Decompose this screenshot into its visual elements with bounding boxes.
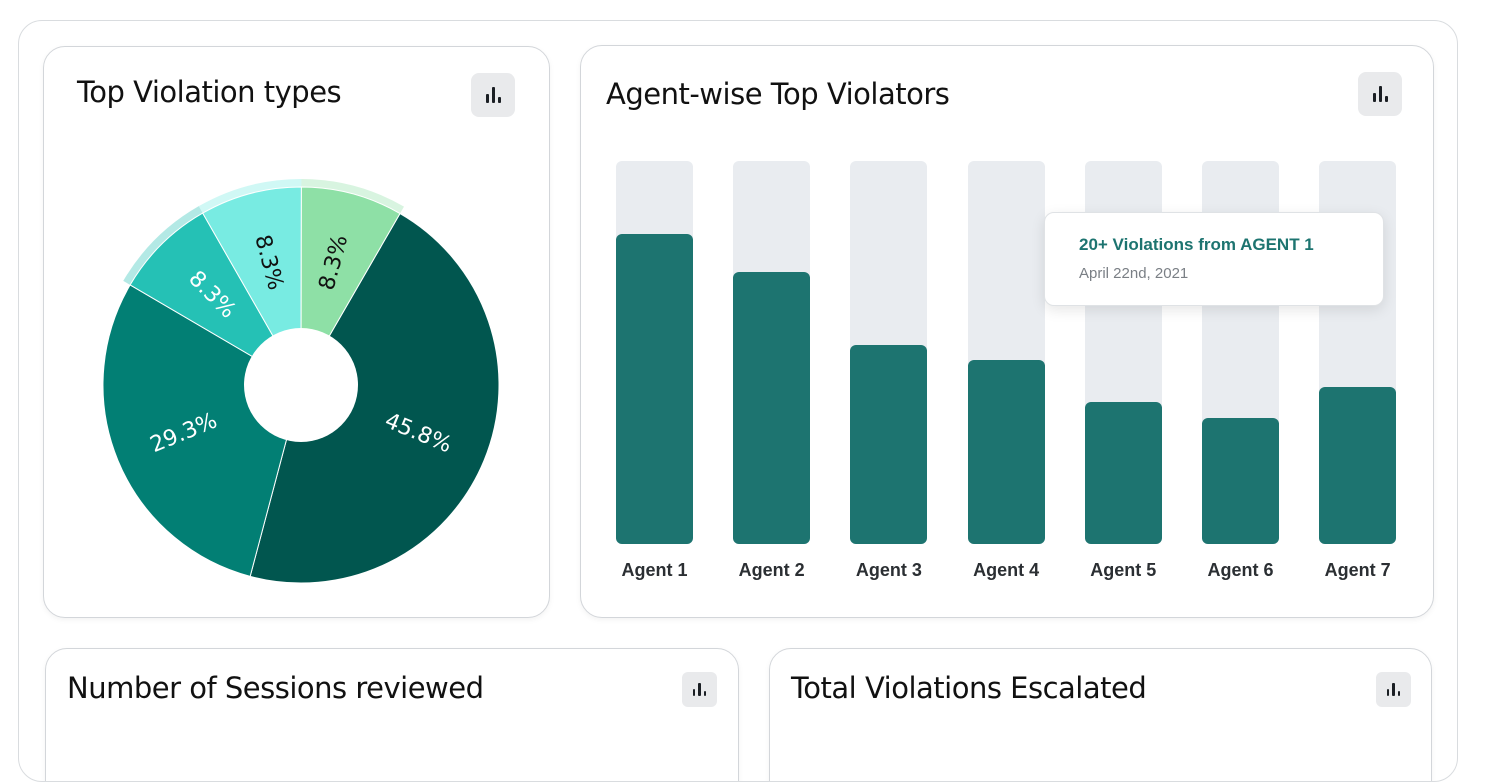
chart-tooltip: 20+ Violations from AGENT 1 April 22nd, …: [1044, 212, 1384, 306]
bar[interactable]: [616, 233, 693, 544]
bar-category-label: Agent 6: [1207, 560, 1274, 580]
bar-category-label: Agent 4: [973, 560, 1040, 580]
violation-types-chart-toggle[interactable]: [471, 73, 515, 117]
agent-violators-card: Agent-wise Top Violators Agent 1 Agent 2 A…: [580, 45, 1434, 618]
violation-types-pie-chart: 45.8%29.3%8.3%8.3% 8.3%: [102, 179, 500, 584]
bar[interactable]: [1202, 417, 1279, 544]
bar-chart-icon: [485, 87, 501, 103]
bar-track: [850, 161, 928, 544]
pie-center-hole: [244, 328, 358, 442]
sessions-reviewed-title: Number of Sessions reviewed: [67, 671, 484, 705]
violations-escalated-chart-toggle[interactable]: [1376, 672, 1411, 707]
bar[interactable]: [967, 360, 1045, 544]
bar-chart-icon: [1386, 683, 1401, 696]
bar[interactable]: [733, 272, 811, 544]
bar-track: [967, 161, 1045, 544]
bar-chart-icon: [1372, 86, 1388, 102]
pie-slice[interactable]: [129, 212, 303, 387]
sessions-reviewed-chart-toggle[interactable]: [682, 672, 717, 707]
tooltip-title: 20+ Violations from AGENT 1: [1079, 235, 1314, 254]
bar-category-label: Agent 2: [738, 560, 805, 580]
violation-types-title: Top Violation types: [77, 75, 342, 109]
agent-violators-chart-toggle[interactable]: [1358, 72, 1402, 116]
bar[interactable]: [1319, 386, 1397, 544]
agent-violators-title: Agent-wise Top Violators: [606, 77, 950, 111]
tooltip-date: April 22nd, 2021: [1079, 265, 1189, 282]
bar-track: [616, 161, 693, 544]
sessions-reviewed-card: Number of Sessions reviewed: [45, 648, 739, 781]
bar-category-label: Agent 5: [1090, 560, 1157, 580]
dashboard-panel: Top Violation types 45.8% 29.3% 8.3% 8.3% 8.…: [18, 20, 1458, 782]
violation-types-card: Top Violation types 45.8% 29.3% 8.3% 8.3% 8.…: [43, 46, 550, 618]
bar-category-label: Agent 3: [855, 560, 922, 580]
bar-chart-icon: [692, 683, 707, 696]
bar[interactable]: [1084, 402, 1162, 544]
pie-slice[interactable]: [249, 212, 500, 584]
bar-category-label: Agent 1: [621, 560, 688, 580]
bar-track: [733, 161, 811, 544]
violations-escalated-title: Total Violations Escalated: [791, 671, 1147, 705]
violations-escalated-card: Total Violations Escalated: [769, 648, 1432, 781]
bar-category-label: Agent 7: [1324, 560, 1391, 580]
bar[interactable]: [850, 344, 928, 544]
